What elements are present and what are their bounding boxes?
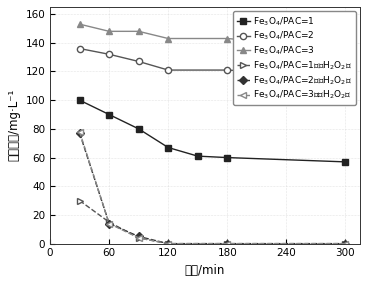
$\mathrm{Fe_3O_4}$/PAC=2: [166, 68, 170, 72]
Line: $\mathrm{Fe_3O_4}$/PAC=3（加$\mathrm{H_2O_2}$）: $\mathrm{Fe_3O_4}$/PAC=3（加$\mathrm{H_2O_…: [76, 129, 348, 247]
$\mathrm{Fe_3O_4}$/PAC=1（加$\mathrm{H_2O_2}$）: [107, 220, 111, 224]
$\mathrm{Fe_3O_4}$/PAC=2: [137, 60, 141, 63]
$\mathrm{Fe_3O_4}$/PAC=1: [196, 154, 200, 158]
$\mathrm{Fe_3O_4}$/PAC=2: [77, 47, 82, 50]
$\mathrm{Fe_3O_4}$/PAC=1: [137, 127, 141, 131]
Y-axis label: 染料浓度/mg·L⁻¹: 染料浓度/mg·L⁻¹: [7, 89, 20, 162]
$\mathrm{Fe_3O_4}$/PAC=1: [77, 99, 82, 102]
$\mathrm{Fe_3O_4}$/PAC=1: [343, 160, 348, 164]
$\mathrm{Fe_3O_4}$/PAC=3: [343, 47, 348, 50]
$\mathrm{Fe_3O_4}$/PAC=3: [225, 37, 229, 40]
$\mathrm{Fe_3O_4}$/PAC=3（加$\mathrm{H_2O_2}$）: [107, 222, 111, 225]
$\mathrm{Fe_3O_4}$/PAC=3（加$\mathrm{H_2O_2}$）: [77, 130, 82, 133]
$\mathrm{Fe_3O_4}$/PAC=3（加$\mathrm{H_2O_2}$）: [225, 242, 229, 245]
$\mathrm{Fe_3O_4}$/PAC=1（加$\mathrm{H_2O_2}$）: [225, 242, 229, 245]
Line: $\mathrm{Fe_3O_4}$/PAC=1（加$\mathrm{H_2O_2}$）: $\mathrm{Fe_3O_4}$/PAC=1（加$\mathrm{H_2O_…: [76, 197, 348, 247]
$\mathrm{Fe_3O_4}$/PAC=3: [137, 30, 141, 33]
X-axis label: 时间/min: 时间/min: [185, 264, 225, 277]
Line: $\mathrm{Fe_3O_4}$/PAC=2（加$\mathrm{H_2O_2}$）: $\mathrm{Fe_3O_4}$/PAC=2（加$\mathrm{H_2O_…: [76, 130, 348, 247]
$\mathrm{Fe_3O_4}$/PAC=2: [343, 74, 348, 78]
$\mathrm{Fe_3O_4}$/PAC=2（加$\mathrm{H_2O_2}$）: [77, 131, 82, 135]
$\mathrm{Fe_3O_4}$/PAC=3: [166, 37, 170, 40]
$\mathrm{Fe_3O_4}$/PAC=1: [166, 146, 170, 149]
$\mathrm{Fe_3O_4}$/PAC=2（加$\mathrm{H_2O_2}$）: [166, 242, 170, 245]
$\mathrm{Fe_3O_4}$/PAC=3（加$\mathrm{H_2O_2}$）: [343, 242, 348, 245]
$\mathrm{Fe_3O_4}$/PAC=1（加$\mathrm{H_2O_2}$）: [343, 242, 348, 245]
Line: $\mathrm{Fe_3O_4}$/PAC=3: $\mathrm{Fe_3O_4}$/PAC=3: [76, 21, 349, 52]
$\mathrm{Fe_3O_4}$/PAC=2（加$\mathrm{H_2O_2}$）: [137, 235, 141, 238]
$\mathrm{Fe_3O_4}$/PAC=3: [107, 30, 111, 33]
Line: $\mathrm{Fe_3O_4}$/PAC=1: $\mathrm{Fe_3O_4}$/PAC=1: [76, 97, 348, 165]
$\mathrm{Fe_3O_4}$/PAC=1（加$\mathrm{H_2O_2}$）: [137, 236, 141, 240]
$\mathrm{Fe_3O_4}$/PAC=2（加$\mathrm{H_2O_2}$）: [107, 222, 111, 225]
$\mathrm{Fe_3O_4}$/PAC=2: [107, 53, 111, 56]
$\mathrm{Fe_3O_4}$/PAC=3: [77, 22, 82, 26]
$\mathrm{Fe_3O_4}$/PAC=1（加$\mathrm{H_2O_2}$）: [166, 242, 170, 245]
$\mathrm{Fe_3O_4}$/PAC=2（加$\mathrm{H_2O_2}$）: [343, 242, 348, 245]
$\mathrm{Fe_3O_4}$/PAC=3（加$\mathrm{H_2O_2}$）: [166, 242, 170, 245]
$\mathrm{Fe_3O_4}$/PAC=1: [225, 156, 229, 159]
$\mathrm{Fe_3O_4}$/PAC=3（加$\mathrm{H_2O_2}$）: [137, 236, 141, 240]
$\mathrm{Fe_3O_4}$/PAC=1（加$\mathrm{H_2O_2}$）: [77, 199, 82, 202]
$\mathrm{Fe_3O_4}$/PAC=2: [225, 68, 229, 72]
Line: $\mathrm{Fe_3O_4}$/PAC=2: $\mathrm{Fe_3O_4}$/PAC=2: [76, 45, 348, 79]
$\mathrm{Fe_3O_4}$/PAC=1: [107, 113, 111, 116]
Legend: $\mathrm{Fe_3O_4}$/PAC=1, $\mathrm{Fe_3O_4}$/PAC=2, $\mathrm{Fe_3O_4}$/PAC=3, $\: $\mathrm{Fe_3O_4}$/PAC=1, $\mathrm{Fe_3O…: [233, 11, 356, 105]
$\mathrm{Fe_3O_4}$/PAC=2（加$\mathrm{H_2O_2}$）: [225, 242, 229, 245]
